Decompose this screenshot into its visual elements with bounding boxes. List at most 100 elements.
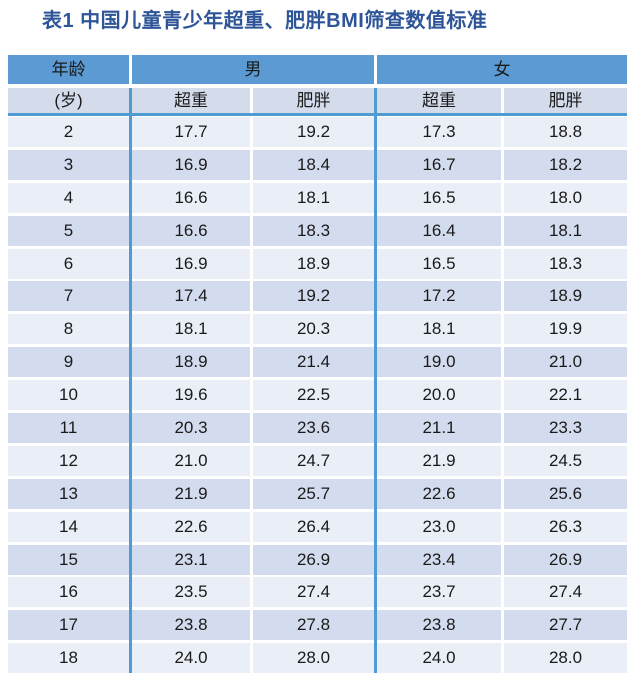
bmi-value-cell: 18.1 [253, 182, 374, 213]
bmi-value-cell: 23.1 [132, 544, 250, 575]
age-cell: 14 [8, 511, 129, 542]
bmi-value-cell: 18.9 [253, 248, 374, 279]
age-cell: 5 [8, 215, 129, 246]
group-divider-line [129, 88, 132, 674]
bmi-value-cell: 25.6 [504, 478, 627, 509]
table-row: 18 24.0 28.0 24.0 28.0 [8, 643, 627, 674]
table-row: 10 19.6 22.5 20.0 22.1 [8, 380, 627, 411]
table-row: 15 23.1 26.9 23.4 26.9 [8, 544, 627, 575]
bmi-value-cell: 26.9 [504, 544, 627, 575]
bmi-value-cell: 27.4 [253, 577, 374, 608]
table-row: 2 17.7 19.2 17.3 18.8 [8, 117, 627, 147]
header-male-overweight: 超重 [132, 88, 250, 113]
table-row: 11 20.3 23.6 21.1 23.3 [8, 413, 627, 444]
age-cell: 13 [8, 478, 129, 509]
age-cell: 15 [8, 544, 129, 575]
bmi-value-cell: 25.7 [253, 478, 374, 509]
table-row: 16 23.5 27.4 23.7 27.4 [8, 577, 627, 608]
bmi-value-cell: 18.9 [504, 281, 627, 312]
bmi-value-cell: 20.0 [377, 380, 501, 411]
age-cell: 4 [8, 182, 129, 213]
bmi-value-cell: 16.6 [132, 182, 250, 213]
table-row: 6 16.9 18.9 16.5 18.3 [8, 248, 627, 279]
table-row: 8 18.1 20.3 18.1 19.9 [8, 314, 627, 345]
bmi-value-cell: 16.7 [377, 149, 501, 180]
bmi-table: 年龄 男 女 (岁) 超重 肥胖 超重 肥胖 2 17.7 19.2 17.3 18.8… [8, 55, 627, 674]
age-cell: 8 [8, 314, 129, 345]
bmi-value-cell: 23.5 [132, 577, 250, 608]
bmi-value-cell: 22.1 [504, 380, 627, 411]
bmi-value-cell: 20.3 [132, 413, 250, 444]
bmi-value-cell: 16.9 [132, 149, 250, 180]
bmi-value-cell: 16.5 [377, 248, 501, 279]
bmi-value-cell: 22.6 [377, 478, 501, 509]
bmi-value-cell: 23.8 [377, 610, 501, 641]
bmi-value-cell: 24.7 [253, 445, 374, 476]
bmi-value-cell: 16.5 [377, 182, 501, 213]
age-cell: 12 [8, 445, 129, 476]
bmi-value-cell: 17.4 [132, 281, 250, 312]
age-cell: 17 [8, 610, 129, 641]
bmi-value-cell: 24.5 [504, 445, 627, 476]
bmi-value-cell: 22.6 [132, 511, 250, 542]
bmi-value-cell: 23.7 [377, 577, 501, 608]
header-group-female: 女 [377, 55, 627, 84]
table-header-groups: 年龄 男 女 [8, 55, 627, 84]
bmi-value-cell: 18.2 [504, 149, 627, 180]
bmi-value-cell: 17.3 [377, 117, 501, 147]
bmi-value-cell: 23.3 [504, 413, 627, 444]
age-cell: 18 [8, 643, 129, 674]
group-divider-line [374, 88, 377, 674]
bmi-value-cell: 16.6 [132, 215, 250, 246]
age-cell: 2 [8, 117, 129, 147]
bmi-value-cell: 28.0 [253, 643, 374, 674]
table-row: 17 23.8 27.8 23.8 27.7 [8, 610, 627, 641]
table-title: 表1 中国儿童青少年超重、肥胖BMI筛查数值标准 [42, 10, 488, 32]
bmi-value-cell: 26.3 [504, 511, 627, 542]
bmi-value-cell: 18.0 [504, 182, 627, 213]
bmi-value-cell: 27.8 [253, 610, 374, 641]
table-rows: 2 17.7 19.2 17.3 18.8 3 16.9 18.4 16.7 18.2 4 16.6 1… [8, 117, 627, 674]
bmi-value-cell: 23.4 [377, 544, 501, 575]
header-age-unit: (岁) [8, 88, 129, 113]
table-body: (岁) 超重 肥胖 超重 肥胖 2 17.7 19.2 17.3 18.8 3 16.9 18… [8, 88, 627, 674]
bmi-value-cell: 18.4 [253, 149, 374, 180]
bmi-value-cell: 20.3 [253, 314, 374, 345]
bmi-value-cell: 23.8 [132, 610, 250, 641]
bmi-value-cell: 19.6 [132, 380, 250, 411]
bmi-value-cell: 27.7 [504, 610, 627, 641]
bmi-value-cell: 24.0 [377, 643, 501, 674]
age-cell: 3 [8, 149, 129, 180]
age-cell: 11 [8, 413, 129, 444]
bmi-value-cell: 26.9 [253, 544, 374, 575]
header-female-overweight: 超重 [377, 88, 501, 113]
bmi-value-cell: 18.9 [132, 347, 250, 378]
bmi-value-cell: 21.9 [132, 478, 250, 509]
bmi-value-cell: 19.2 [253, 117, 374, 147]
table-row: 9 18.9 21.4 19.0 21.0 [8, 347, 627, 378]
bmi-value-cell: 16.4 [377, 215, 501, 246]
bmi-value-cell: 17.2 [377, 281, 501, 312]
table-row: 7 17.4 19.2 17.2 18.9 [8, 281, 627, 312]
bmi-value-cell: 18.1 [504, 215, 627, 246]
bmi-value-cell: 17.7 [132, 117, 250, 147]
table-row: 14 22.6 26.4 23.0 26.3 [8, 511, 627, 542]
bmi-value-cell: 21.0 [132, 445, 250, 476]
bmi-value-cell: 21.4 [253, 347, 374, 378]
table-row: 13 21.9 25.7 22.6 25.6 [8, 478, 627, 509]
header-separator-line [8, 113, 627, 116]
table-row: 3 16.9 18.4 16.7 18.2 [8, 149, 627, 180]
bmi-value-cell: 16.9 [132, 248, 250, 279]
bmi-value-cell: 21.9 [377, 445, 501, 476]
age-cell: 9 [8, 347, 129, 378]
header-age: 年龄 [8, 55, 129, 84]
age-cell: 10 [8, 380, 129, 411]
bmi-value-cell: 24.0 [132, 643, 250, 674]
table-row: 5 16.6 18.3 16.4 18.1 [8, 215, 627, 246]
bmi-value-cell: 28.0 [504, 643, 627, 674]
age-cell: 6 [8, 248, 129, 279]
bmi-value-cell: 23.0 [377, 511, 501, 542]
bmi-value-cell: 26.4 [253, 511, 374, 542]
header-group-male: 男 [132, 55, 374, 84]
header-female-obese: 肥胖 [504, 88, 627, 113]
